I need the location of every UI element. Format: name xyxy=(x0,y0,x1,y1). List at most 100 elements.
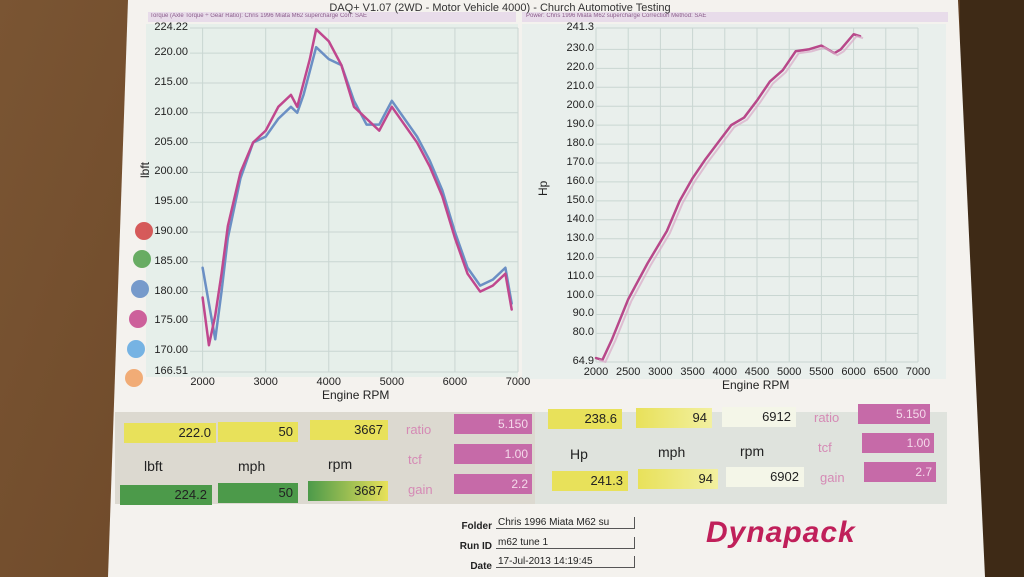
power-x-tick: 5000 xyxy=(776,366,802,378)
torque-y-tick: 175.00 xyxy=(154,314,188,327)
torque-run1-lbft: 222.0 xyxy=(124,423,216,443)
power-x-tick: 6000 xyxy=(841,366,866,378)
torque-run1-rpm: 3667 xyxy=(310,420,388,440)
power-header-mph: mph xyxy=(658,444,686,460)
torque-y-tick: 224.22 xyxy=(154,21,188,33)
dynapack-logo: Dynapack xyxy=(706,516,856,549)
torque-gain-label: gain xyxy=(408,482,433,497)
power-y-tick: 64.9 xyxy=(572,355,594,367)
power-gain-value: 2.7 xyxy=(864,462,936,482)
power-y-tick: 210.0 xyxy=(566,80,594,93)
power-gain-label: gain xyxy=(820,470,845,485)
power-y-tick: 170.0 xyxy=(566,156,594,168)
torque-y-tick: 166.51 xyxy=(154,365,188,377)
folder-label: Folder xyxy=(461,521,492,532)
power-x-tick: 5500 xyxy=(809,366,834,378)
torque-ratio-value: 5.150 xyxy=(454,414,532,434)
run-id-label: Run ID xyxy=(459,541,492,552)
torque-x-tick: 4000 xyxy=(316,376,342,388)
torque-x-tick: 2000 xyxy=(190,376,215,388)
date-value: 17-Jul-2013 14:19:45 xyxy=(496,556,635,568)
power-series-ghost xyxy=(598,35,864,364)
folder-value: Chris 1996 Miata M62 su xyxy=(496,517,635,529)
power-y-tick: 160.0 xyxy=(566,174,594,187)
power-y-tick: 130.0 xyxy=(566,231,594,244)
power-run2-mph: 94 xyxy=(638,469,718,489)
torque-y-tick: 170.00 xyxy=(154,344,188,357)
torque-y-axis-label: lbft xyxy=(138,161,152,178)
power-header-hp: Hp xyxy=(570,446,588,462)
torque-y-tick: 210.00 xyxy=(154,105,188,118)
power-y-axis-label: Hp xyxy=(536,180,550,196)
power-panel-caption: Power: Chris 1996 Miata M62 supercharge … xyxy=(526,13,707,19)
power-x-tick: 6500 xyxy=(873,366,899,378)
power-y-tick: 200.0 xyxy=(566,99,594,112)
power-tcf-label: tcf xyxy=(818,440,832,455)
run-id-value: m62 tune 1 xyxy=(496,537,635,549)
power-run1-rpm: 6912 xyxy=(722,407,796,427)
torque-run2-mph: 50 xyxy=(218,483,298,503)
power-x-tick: 3500 xyxy=(680,366,705,378)
legend-dot-blue xyxy=(131,280,149,298)
torque-y-tick: 185.00 xyxy=(154,254,188,267)
torque-tcf-label: tcf xyxy=(408,452,422,467)
power-y-tick: 220.0 xyxy=(566,61,594,74)
torque-header-mph: mph xyxy=(238,458,266,474)
power-y-tick: 190.0 xyxy=(566,118,594,131)
legend-dot-green xyxy=(133,250,151,268)
torque-run2-rpm: 3687 xyxy=(308,481,388,501)
power-x-tick: 2000 xyxy=(583,366,609,378)
power-y-tick: 80.0 xyxy=(572,326,594,339)
power-ratio-label: ratio xyxy=(814,410,840,425)
power-header-rpm: rpm xyxy=(740,443,765,459)
torque-panel-caption: Torque (Axle Torque ÷ Gear Ratio): Chris… xyxy=(150,13,367,19)
torque-y-tick: 215.00 xyxy=(154,75,188,88)
torque-header-lbft: lbft xyxy=(144,458,163,474)
torque-series-line-1 xyxy=(201,45,513,341)
date-label: Date xyxy=(470,561,492,572)
legend-dot-magenta xyxy=(129,310,147,328)
power-x-tick: 7000 xyxy=(905,366,931,378)
power-y-tick: 180.0 xyxy=(566,137,594,150)
torque-ratio-label: ratio xyxy=(406,422,432,437)
power-y-tick: 100.0 xyxy=(566,288,594,301)
torque-tcf-value: 1.00 xyxy=(454,444,532,464)
power-run2-rpm: 6902 xyxy=(726,467,804,487)
power-tcf-value: 1.00 xyxy=(862,433,934,453)
legend-dot-orange xyxy=(125,369,143,387)
power-y-tick: 230.0 xyxy=(566,42,594,55)
power-x-tick: 3000 xyxy=(648,366,673,378)
power-run1-hp: 238.6 xyxy=(548,409,622,429)
torque-series-line-2 xyxy=(201,28,513,347)
torque-x-tick: 3000 xyxy=(253,376,278,388)
power-x-axis-label: Engine RPM xyxy=(722,378,790,392)
power-run1-mph: 94 xyxy=(636,408,712,428)
torque-y-tick: 180.00 xyxy=(154,284,188,297)
power-series-line-1 xyxy=(594,32,862,362)
power-x-tick: 2500 xyxy=(615,366,641,378)
power-x-tick: 4000 xyxy=(712,366,738,378)
torque-x-tick: 7000 xyxy=(505,376,531,388)
torque-x-axis-label: Engine RPM xyxy=(322,388,390,402)
torque-gain-value: 2.2 xyxy=(454,474,532,494)
torque-x-tick: 6000 xyxy=(442,376,468,388)
power-y-tick: 120.0 xyxy=(566,250,594,263)
legend-dot-red xyxy=(135,222,153,240)
torque-y-tick: 220.00 xyxy=(154,46,188,59)
torque-y-tick: 200.00 xyxy=(154,165,188,178)
torque-header-rpm: rpm xyxy=(328,456,353,472)
torque-x-tick: 5000 xyxy=(379,376,405,388)
report-title: DAQ+ V1.07 (2WD - Motor Vehicle 4000) - … xyxy=(329,2,671,14)
legend-dot-lightblue xyxy=(127,340,145,358)
torque-y-tick: 205.00 xyxy=(154,135,188,148)
power-run2-hp: 241.3 xyxy=(552,471,628,491)
torque-y-tick: 190.00 xyxy=(154,224,188,237)
power-y-tick: 241.3 xyxy=(566,21,594,33)
torque-run2-lbft: 224.2 xyxy=(120,485,212,505)
power-y-tick: 90.0 xyxy=(572,307,594,320)
torque-y-tick: 195.00 xyxy=(154,195,188,208)
power-y-tick: 140.0 xyxy=(566,212,594,225)
